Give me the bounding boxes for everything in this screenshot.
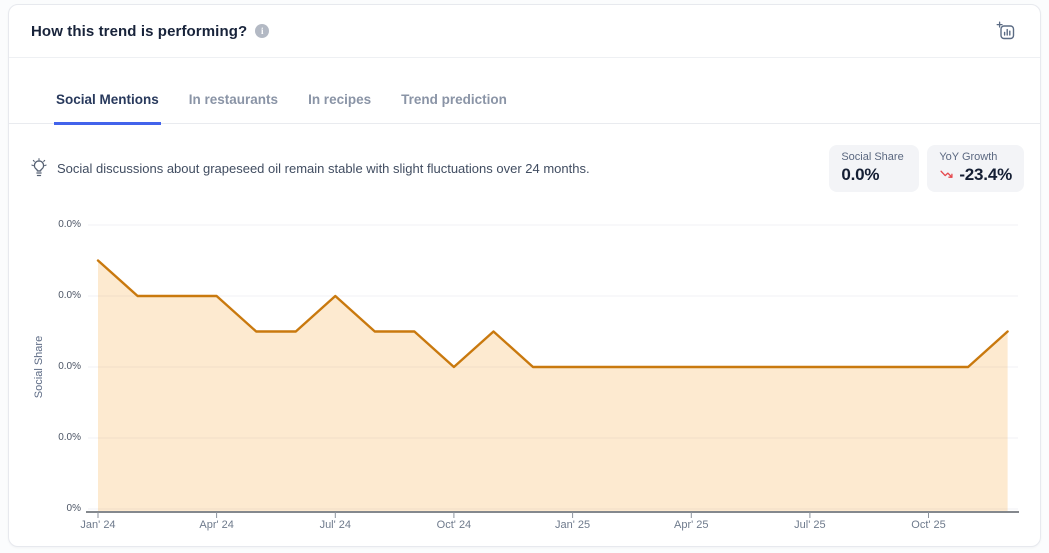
y-tick-label: 0.0% [58,290,81,301]
y-tick-label: 0.0% [58,219,81,230]
trend-line [96,259,1009,369]
y-tick-label: 0.0% [58,361,81,372]
page-title: How this trend is performing? [31,22,248,40]
yoy-growth-badge: YoY Growth -23.4% [927,144,1024,192]
social-share-badge: Social Share 0.0% [829,144,920,192]
tab-trend-prediction[interactable]: Trend prediction [401,92,507,107]
trending-down-icon [939,168,954,181]
x-tick-label: Jul' 25 [794,519,826,531]
tab-in-restaurants[interactable]: In restaurants [188,92,279,107]
add-chart-icon [996,21,1016,41]
y-tick-label: 0% [66,503,81,514]
insight-text: Social discussions about grapeseed oil r… [57,160,590,176]
x-tick-label: Oct' 24 [436,519,472,531]
x-tick-label: Jul' 24 [319,519,352,531]
social-share-label: Social Share [841,150,904,163]
add-chart-button[interactable] [994,19,1018,43]
social-share-chart[interactable]: Social Share 0.0% 0.0% 0.0% 0.0% 0% Jan' 24 Ap… [9,201,1040,546]
x-tick-label: Apr' 25 [673,519,709,531]
chart-canvas[interactable] [9,201,1040,546]
insight-row: Social discussions about grapeseed oil r… [9,143,1040,193]
x-tick-label: Apr' 24 [199,519,234,531]
yoy-growth-label: YoY Growth [939,150,998,163]
trend-performance-card: How this trend is performing? i Social M… [8,4,1041,547]
tab-in-recipes[interactable]: In recipes [308,92,372,107]
y-tick-label: 0.0% [58,432,81,443]
lightbulb-icon [29,158,49,178]
info-icon[interactable]: i [255,24,270,38]
tab-social-mentions[interactable]: Social Mentions [54,92,161,125]
x-tick-label: Oct' 25 [911,519,946,531]
area-fill [98,260,1008,511]
yoy-growth-value-row: -23.4% [939,165,1012,185]
social-share-value: 0.0% [841,164,880,184]
tabs-row: Social Mentions In restaurants In recipe… [9,59,1040,125]
yoy-growth-value: -23.4% [959,164,1012,184]
card-header: How this trend is performing? i [9,5,1040,58]
stat-badges: Social Share 0.0% YoY Growth -23.4% [829,144,1024,192]
x-tick-label: Jan' 24 [80,519,116,531]
x-tick-label: Jan' 25 [555,519,591,531]
